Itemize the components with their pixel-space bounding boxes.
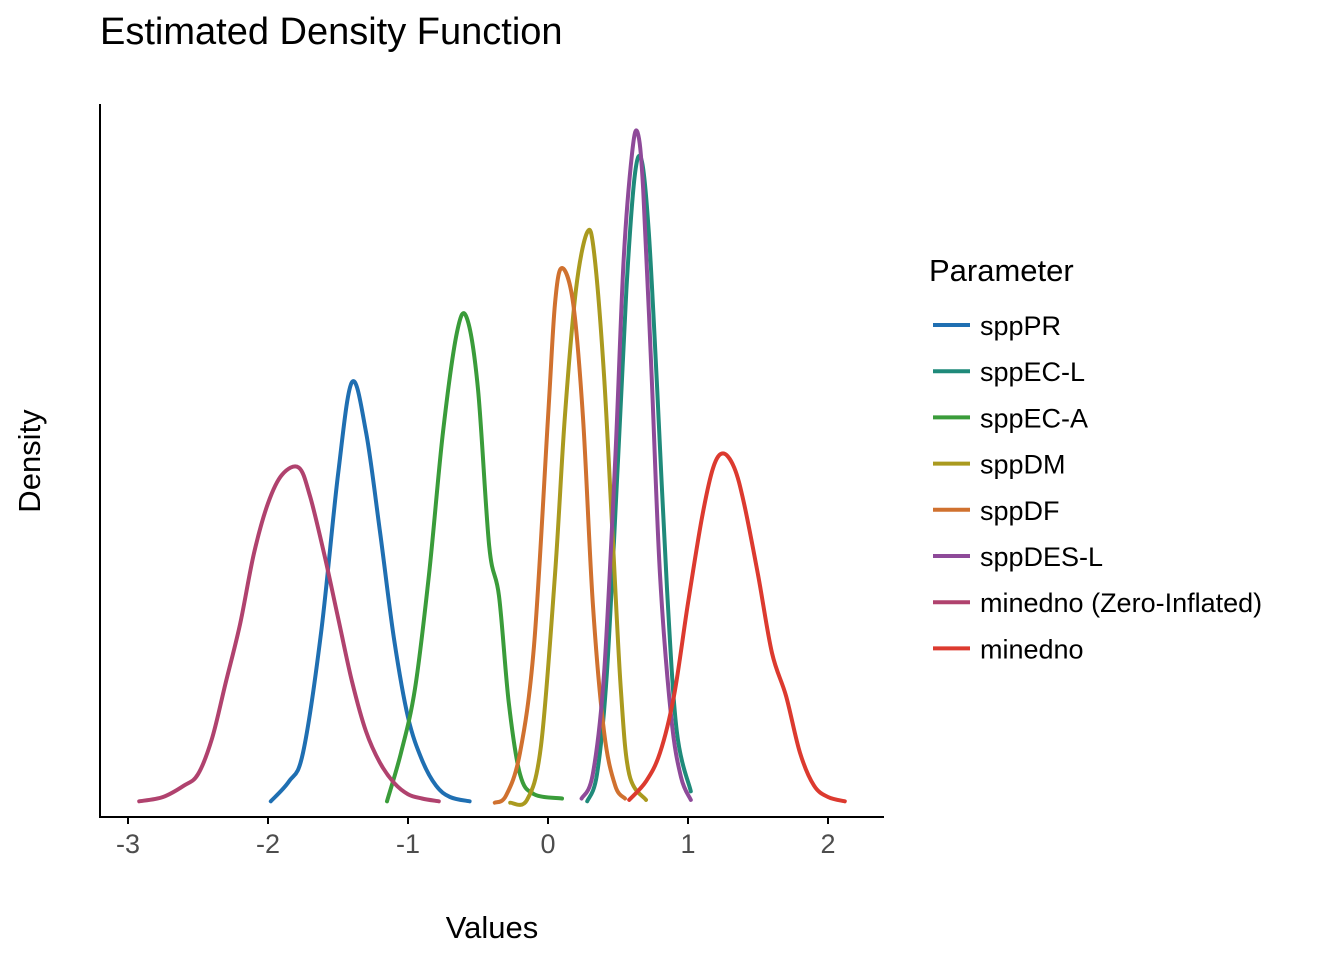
legend-label: sppDF <box>980 496 1060 526</box>
density-curve-sppdm <box>508 227 648 807</box>
x-tick-label: -2 <box>256 829 280 859</box>
density-curves <box>137 128 847 807</box>
legend-item: minedno (Zero-Inflated) <box>933 588 1262 618</box>
legend-item: sppEC-L <box>933 357 1085 387</box>
density-curve-sppdf <box>492 266 627 805</box>
density-curve-sppec-a <box>385 311 564 804</box>
x-axis-title: Values <box>446 910 539 945</box>
legend: Parameter sppPRsppEC-LsppEC-AsppDMsppDFs… <box>929 253 1262 664</box>
x-tick-label: -3 <box>116 829 140 859</box>
legend-item: minedno <box>933 634 1084 664</box>
legend-title: Parameter <box>929 253 1074 288</box>
legend-item: sppDF <box>933 496 1060 526</box>
density-curve-minedno-zero-inflated <box>137 464 441 804</box>
x-tick-label: 0 <box>540 829 555 859</box>
legend-label: sppEC-A <box>980 403 1088 433</box>
legend-label: minedno <box>980 634 1084 664</box>
x-tick-label: -1 <box>396 829 420 859</box>
legend-label: sppPR <box>980 311 1061 341</box>
x-axis-ticks: -3 -2 -1 0 1 2 <box>116 817 836 859</box>
x-tick-label: 2 <box>820 829 835 859</box>
density-curve-sppdes-l <box>579 128 693 802</box>
density-curve-minedno <box>627 451 847 804</box>
legend-item: sppEC-A <box>933 403 1088 433</box>
legend-item: sppPR <box>933 311 1061 341</box>
density-curve-sppec-l <box>585 153 693 804</box>
legend-label: sppDM <box>980 450 1066 480</box>
legend-items: sppPR sppEC-L sppEC-A sppDM sppDF sppDES-L min… <box>933 311 1262 664</box>
chart-title: Estimated Density Function <box>100 11 563 53</box>
legend-label: minedno (Zero-Inflated) <box>980 588 1262 618</box>
density-curve-spppr <box>268 379 472 804</box>
x-tick-label: 1 <box>680 829 695 859</box>
y-axis-title: Density <box>12 409 47 513</box>
legend-item: sppDM <box>933 450 1066 480</box>
legend-label: sppDES-L <box>980 542 1103 572</box>
legend-label: sppEC-L <box>980 357 1085 387</box>
legend-item: sppDES-L <box>933 542 1103 572</box>
